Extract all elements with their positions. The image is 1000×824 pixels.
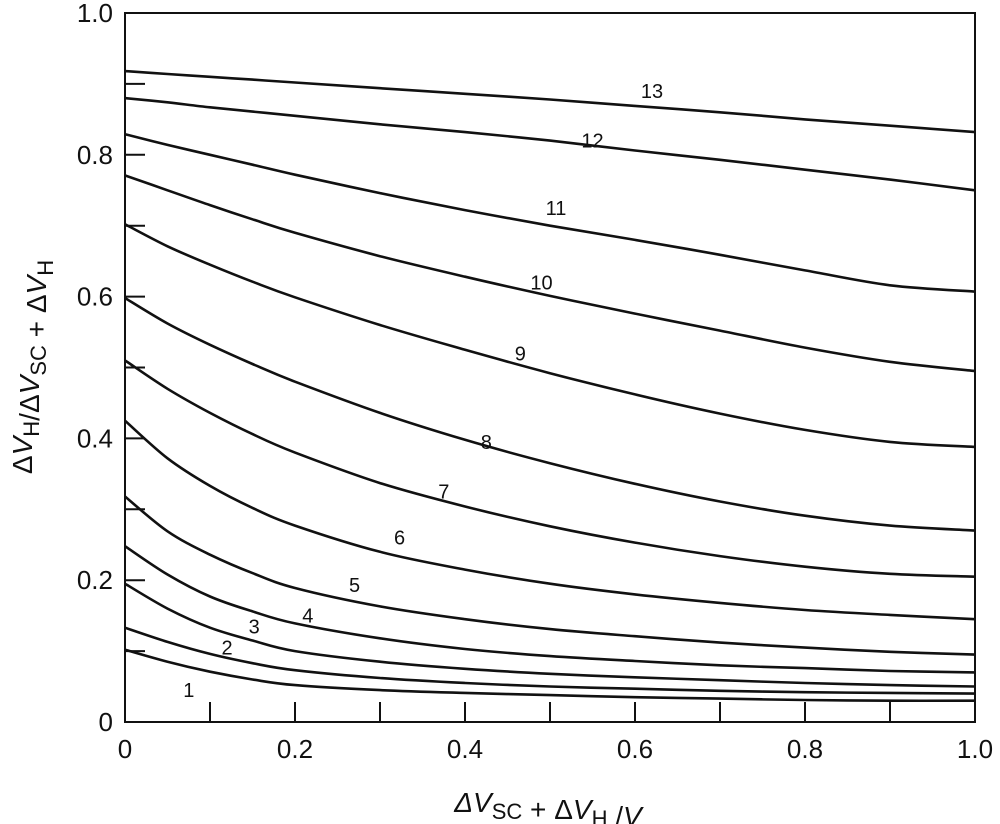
tick-labels: 0 0.2 0.4 0.6 0.8 1.0 0 0.2 0.4 0.6 0.8 1.0	[77, 0, 993, 764]
y-tick-label-0: 0	[99, 707, 113, 737]
series-line-8	[124, 296, 976, 532]
x-tick-label-0-2: 0.2	[277, 734, 313, 764]
series-label-8: 8	[481, 432, 492, 454]
series-line-4	[124, 545, 976, 674]
series-line-3	[124, 582, 976, 688]
series-lines	[124, 69, 976, 703]
y-tick-label-1: 1.0	[77, 0, 113, 28]
series-label-12: 12	[581, 131, 603, 153]
series-label-5: 5	[349, 575, 360, 597]
series-label-13: 13	[641, 81, 663, 103]
series-line-12	[124, 96, 976, 192]
series-line-9	[124, 223, 976, 449]
x-tick-label-0-4: 0.4	[447, 734, 483, 764]
series-label-11: 11	[546, 198, 567, 220]
y-axis-title: ΔVH/ΔVSC + ΔVH	[7, 260, 58, 474]
y-tick-label-0-4: 0.4	[77, 423, 113, 453]
series-line-7	[124, 359, 976, 578]
series-line-5	[124, 495, 976, 656]
x-tick-label-0-8: 0.8	[787, 734, 823, 764]
y-tick-label-0-6: 0.6	[77, 282, 113, 312]
series-line-13	[124, 69, 976, 134]
x-axis-title: ΔVSC + ΔVH /V	[453, 787, 644, 824]
y-tick-label-0-2: 0.2	[77, 565, 113, 595]
series-line-11	[124, 132, 976, 293]
x-tick-label-1: 1.0	[957, 734, 993, 764]
series-label-6: 6	[394, 528, 405, 550]
series-line-10	[124, 174, 976, 373]
series-label-3: 3	[249, 616, 260, 638]
axis-ticks	[125, 82, 891, 722]
series-line-1	[124, 648, 976, 703]
x-tick-label-0-6: 0.6	[617, 734, 653, 764]
series-label-7: 7	[438, 482, 449, 504]
series-label-1: 1	[183, 680, 194, 702]
y-tick-label-0-8: 0.8	[77, 140, 113, 170]
series-label-9: 9	[515, 343, 526, 365]
x-tick-label-0: 0	[118, 734, 132, 764]
series-line-6	[124, 419, 976, 621]
series-label-10: 10	[530, 272, 552, 294]
series-line-2	[124, 626, 976, 695]
series-label-2: 2	[221, 638, 232, 660]
series-label-4: 4	[302, 606, 313, 628]
